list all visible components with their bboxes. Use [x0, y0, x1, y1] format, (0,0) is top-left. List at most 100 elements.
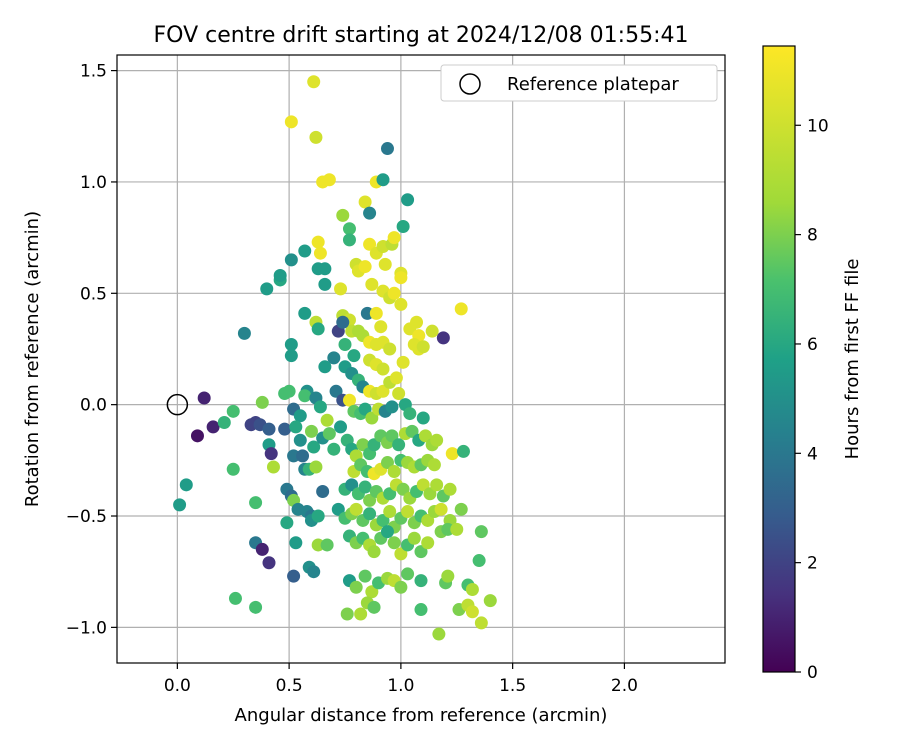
scatter-point [307, 565, 321, 579]
scatter-point [392, 387, 406, 401]
scatter-point [318, 262, 332, 276]
scatter-point [255, 395, 269, 409]
scatter-point [474, 616, 488, 630]
scatter-point [367, 545, 381, 559]
scatter-point [403, 407, 417, 421]
scatter-point [255, 542, 269, 556]
scatter-point [414, 545, 428, 559]
scatter-point [358, 480, 372, 494]
scatter-point [340, 607, 354, 621]
scatter-point [376, 513, 390, 527]
plot-background [117, 55, 725, 663]
scatter-points [173, 75, 497, 641]
scatter-point [394, 297, 408, 311]
scatter-point [304, 424, 318, 438]
scatter-point [430, 478, 444, 492]
scatter-point [289, 536, 303, 550]
scatter-point [278, 422, 292, 436]
scatter-point [296, 449, 310, 463]
x-tick-label: 0.0 [164, 676, 191, 696]
scatter-point [380, 456, 394, 470]
colorbar-label: Hours from first FF file [842, 259, 863, 460]
y-tick-label: 1.5 [80, 62, 107, 82]
scatter-point [365, 585, 379, 599]
y-tick-label: 1.0 [80, 173, 107, 193]
scatter-point [394, 547, 408, 561]
scatter-point [349, 502, 363, 516]
scatter-point [358, 195, 372, 209]
scatter-point [316, 485, 330, 499]
colorbar-gradient [762, 45, 796, 673]
colorbar-tick-label: 2 [807, 554, 818, 574]
scatter-point [396, 219, 410, 233]
scatter-point [358, 260, 372, 274]
scatter-point [273, 268, 287, 282]
scatter-point [387, 536, 401, 550]
scatter-point [365, 277, 379, 291]
scatter-point [327, 442, 341, 456]
scatter-point [311, 235, 325, 249]
scatter-point [331, 502, 345, 516]
scatter-point [374, 320, 388, 334]
scatter-point [320, 538, 334, 552]
scatter-point [249, 600, 263, 614]
scatter-point [262, 422, 276, 436]
scatter-point [226, 462, 240, 476]
scatter-point [309, 130, 323, 144]
scatter-point [334, 282, 348, 296]
scatter-point [309, 460, 323, 474]
colorbar-tick-label: 8 [807, 226, 818, 246]
reference-platepar-marker [166, 393, 189, 416]
scatter-point [244, 418, 258, 432]
scatter-point [387, 286, 401, 300]
scatter-point [414, 603, 428, 617]
scatter-point [260, 282, 274, 296]
scatter-point [376, 173, 390, 187]
scatter-point [313, 400, 327, 414]
legend-box [440, 64, 718, 102]
y-tick-label: −1.0 [66, 618, 107, 638]
scatter-point [345, 478, 359, 492]
scatter-point [226, 404, 240, 418]
scatter-point [334, 420, 348, 434]
scatter-point [383, 505, 397, 519]
scatter-point [237, 326, 251, 340]
scatter-point [385, 400, 399, 414]
scatter-point [311, 538, 325, 552]
scatter-point [401, 567, 415, 581]
colorbar-tick-label: 0 [807, 663, 818, 683]
scatter-point [311, 509, 325, 523]
scatter-point [465, 583, 479, 597]
scatter-point [206, 420, 220, 434]
scatter-point [465, 605, 479, 619]
scatter-point [474, 525, 488, 539]
scatter-point [365, 411, 379, 425]
scatter-point [356, 438, 370, 452]
scatter-point [284, 253, 298, 267]
scatter-point [249, 496, 263, 510]
scatter-point [338, 338, 352, 352]
scatter-point [313, 246, 327, 260]
y-axis-label: Rotation from reference (arcmin) [22, 211, 43, 507]
scatter-point [298, 244, 312, 258]
y-tick-label: −0.5 [66, 507, 107, 527]
scatter-point [383, 487, 397, 501]
x-axis-label: Angular distance from reference (arcmin) [235, 705, 608, 726]
scatter-point [394, 580, 408, 594]
scatter-point [436, 331, 450, 345]
scatter-point [392, 438, 406, 452]
scatter-point [280, 516, 294, 530]
scatter-point [389, 371, 403, 385]
scatter-point [421, 513, 435, 527]
scatter-point [441, 569, 455, 583]
grid [117, 55, 725, 663]
plot-frame [116, 54, 726, 664]
scatter-point [278, 387, 292, 401]
scatter-point [376, 362, 390, 376]
plot-area [116, 54, 726, 664]
scatter-point [342, 222, 356, 236]
scatter-point [396, 482, 410, 496]
legend-label: Reference platepar [507, 74, 679, 95]
x-tick-label: 2.0 [611, 676, 638, 696]
scatter-point [349, 580, 363, 594]
